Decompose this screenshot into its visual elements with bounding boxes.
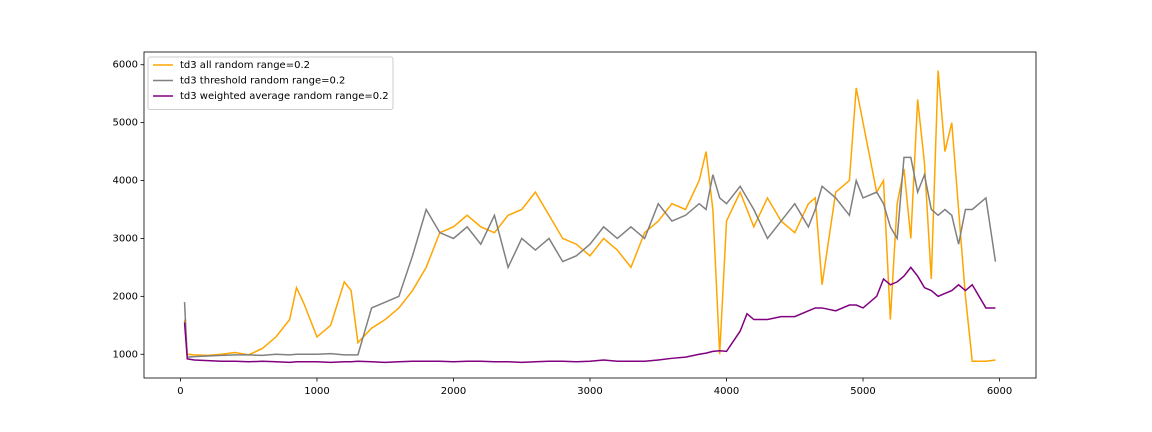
y-tick-label: 2000 — [113, 291, 138, 302]
legend-label: td3 weighted average random range=0.2 — [180, 91, 389, 102]
y-tick-label: 1000 — [113, 349, 138, 360]
x-tick-label: 2000 — [441, 386, 466, 397]
y-tick-label: 4000 — [113, 176, 138, 187]
x-tick-label: 3000 — [577, 386, 602, 397]
y-tick-label: 3000 — [113, 233, 138, 244]
x-tick-label: 1000 — [304, 386, 329, 397]
plot-frame — [143, 51, 1037, 379]
series-line — [183, 70, 996, 362]
series-line — [183, 266, 996, 364]
series-line — [183, 156, 997, 358]
x-tick-label: 5000 — [850, 386, 875, 397]
legend-label: td3 threshold random range=0.2 — [180, 76, 345, 87]
legend-label: td3 all random range=0.2 — [180, 60, 310, 71]
x-tick-label: 0 — [177, 386, 183, 397]
x-tick-label: 6000 — [987, 386, 1012, 397]
legend-box — [147, 56, 394, 110]
y-tick-label: 6000 — [113, 60, 138, 71]
y-tick-label: 5000 — [113, 118, 138, 129]
x-tick-label: 4000 — [714, 386, 739, 397]
